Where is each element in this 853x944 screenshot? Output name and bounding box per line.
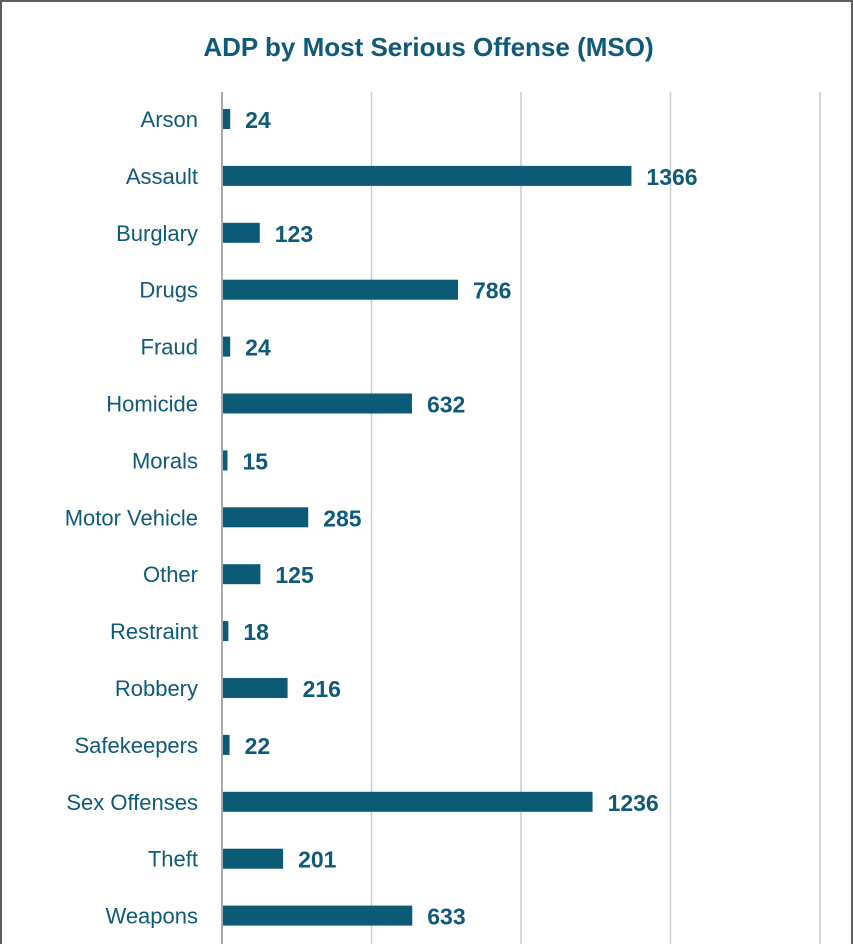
bar (223, 564, 261, 585)
data-label: 1366 (646, 164, 697, 190)
data-label: 632 (427, 392, 465, 418)
data-label: 1236 (608, 790, 659, 816)
bar (223, 621, 229, 642)
category-label: Drugs (139, 278, 198, 303)
category-label: Motor Vehicle (65, 505, 198, 530)
category-label: Safekeepers (74, 733, 198, 758)
bar (223, 791, 593, 812)
data-label: 18 (243, 619, 269, 645)
category-label: Fraud (141, 335, 198, 360)
category-label: Robbery (115, 676, 198, 701)
data-label: 125 (275, 562, 314, 588)
data-label: 201 (298, 847, 337, 873)
category-label: Weapons (105, 904, 198, 929)
category-label: Arson (141, 107, 198, 132)
bar (223, 450, 228, 471)
category-label: Homicide (106, 392, 198, 417)
bar (223, 678, 288, 698)
bar (223, 222, 260, 243)
data-label: 786 (473, 278, 511, 304)
data-label: 633 (427, 904, 465, 930)
category-label: Other (143, 562, 198, 587)
chart-title: ADP by Most Serious Offense (MSO) (203, 32, 654, 62)
category-label: Sex Offenses (66, 790, 198, 815)
data-label: 285 (323, 505, 362, 531)
category-label: Theft (148, 847, 198, 872)
data-label: 15 (242, 448, 268, 474)
bar (223, 336, 231, 357)
bar (223, 279, 459, 300)
category-label: Burglary (116, 221, 198, 246)
bar (223, 734, 230, 755)
bar (223, 507, 309, 528)
data-label: 216 (303, 676, 341, 702)
bar (223, 848, 284, 869)
bar (223, 393, 412, 414)
bar (223, 905, 413, 926)
bar (223, 109, 231, 129)
data-label: 24 (245, 335, 271, 361)
data-label: 123 (275, 221, 313, 247)
data-label: 24 (245, 107, 271, 133)
category-label: Morals (132, 448, 198, 473)
bar (223, 165, 632, 186)
category-label: Restraint (110, 619, 198, 644)
data-label: 22 (245, 733, 271, 759)
category-label: Assault (126, 164, 198, 189)
